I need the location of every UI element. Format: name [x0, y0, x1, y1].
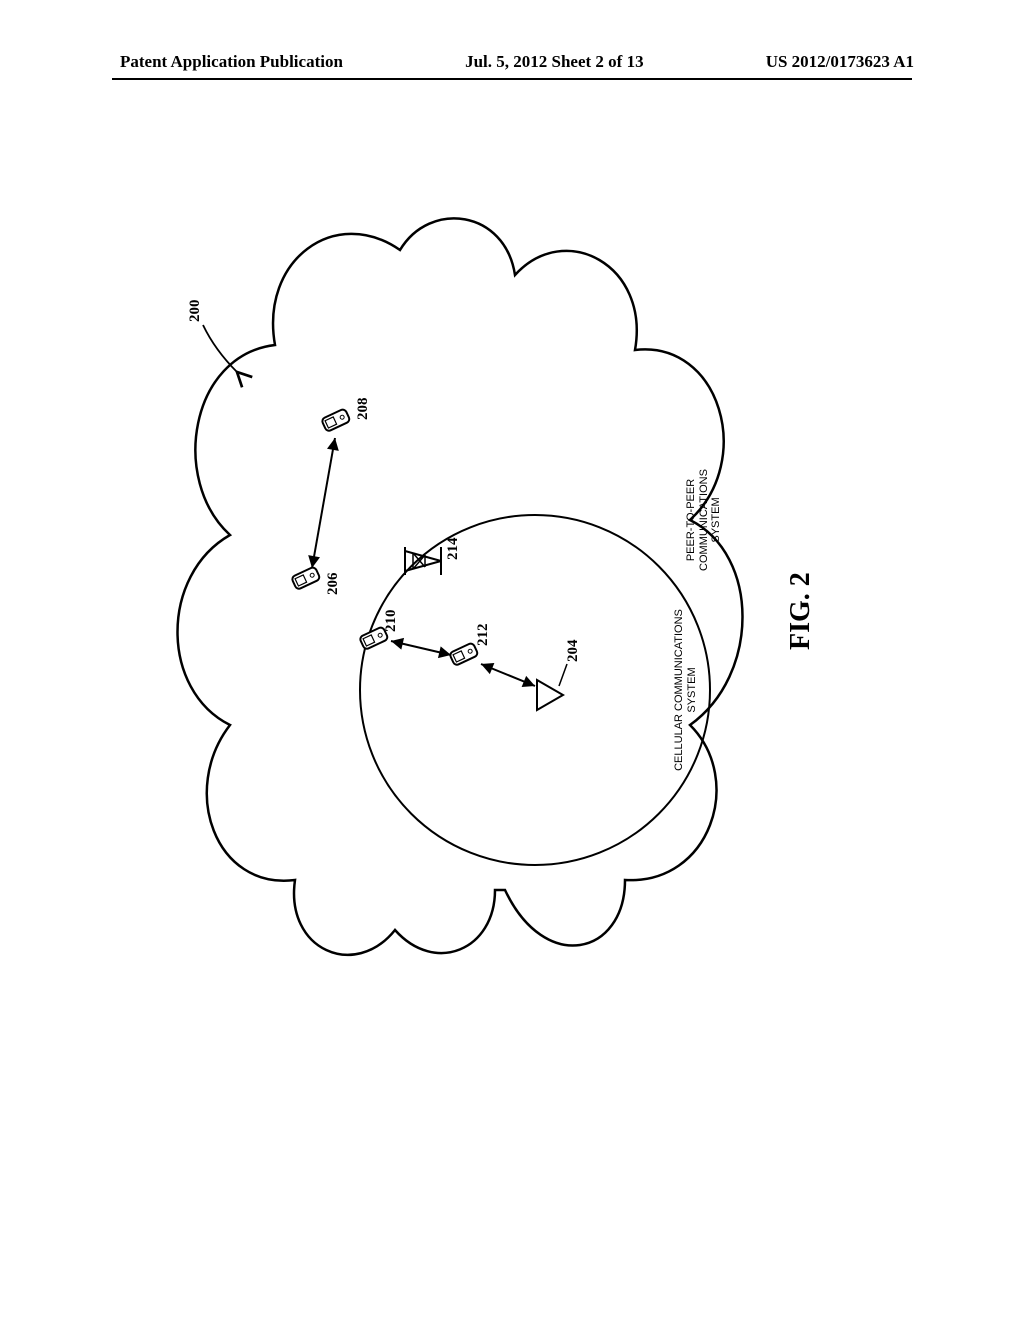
ref-214: 214 [445, 538, 462, 561]
ref-204: 204 [565, 640, 582, 663]
leader-204 [559, 664, 567, 686]
page-header: Patent Application Publication Jul. 5, 2… [0, 52, 1024, 72]
arrow-204-212 [481, 664, 535, 686]
p2p-cloud-outline [178, 218, 743, 954]
arrow-210-212 [391, 641, 451, 655]
p2p-label: PEER-TO-PEERCOMMUNICATIONSSYSTEM [685, 440, 723, 600]
arrow-206-208 [312, 438, 335, 568]
ref-200: 200 [187, 300, 204, 323]
device-208-icon [321, 408, 350, 432]
header-rule [112, 78, 912, 80]
figure-label: FIG. 2 [785, 572, 817, 650]
ref-210: 210 [383, 610, 400, 633]
ref-206: 206 [325, 573, 342, 596]
ref-212: 212 [475, 624, 492, 647]
figure-container: 200 204 206 208 210 212 214 CELLULAR COM… [105, 180, 925, 1020]
leader-200 [203, 325, 237, 372]
header-center: Jul. 5, 2012 Sheet 2 of 13 [465, 52, 644, 72]
p2p-tower-icon [405, 547, 441, 575]
ref-208: 208 [355, 398, 372, 421]
header-left: Patent Application Publication [120, 52, 343, 72]
header-right: US 2012/0173623 A1 [766, 52, 914, 72]
device-206-icon [291, 566, 320, 590]
cellular-label: CELLULAR COMMUNICATIONSSYSTEM [673, 590, 698, 790]
